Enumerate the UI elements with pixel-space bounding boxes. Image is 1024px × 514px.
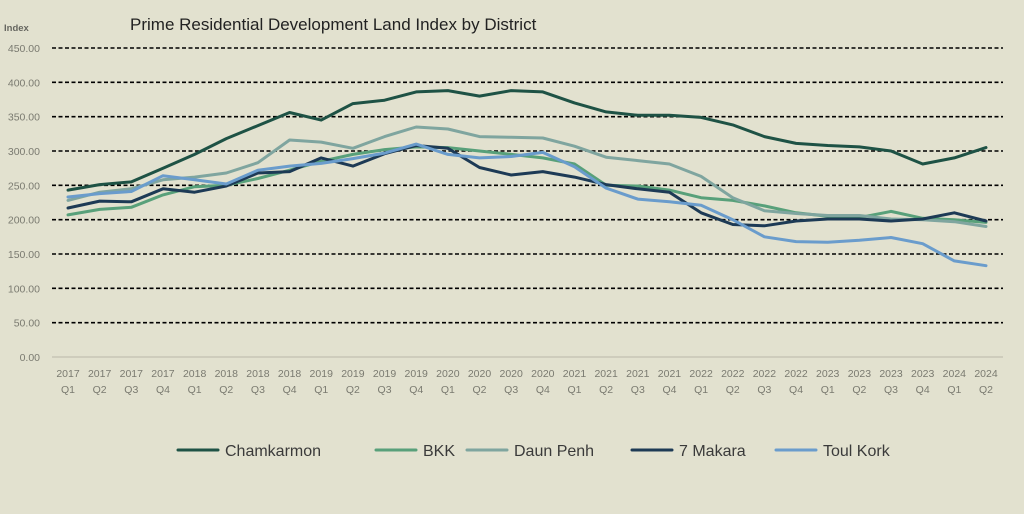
x-tick-year: 2020 <box>468 368 492 380</box>
x-tick-quarter: Q2 <box>219 384 233 396</box>
series-line-daun-penh <box>66 125 988 228</box>
x-tick-quarter: Q3 <box>251 384 265 396</box>
x-tick-year: 2022 <box>689 368 713 380</box>
x-tick-quarter: Q2 <box>346 384 360 396</box>
series-line-chamkarmon <box>66 89 988 192</box>
x-tick-quarter: Q2 <box>852 384 866 396</box>
y-tick-label: 150.00 <box>8 249 40 261</box>
x-tick-quarter: Q4 <box>156 384 170 396</box>
x-tick-quarter: Q3 <box>757 384 771 396</box>
x-tick-year: 2018 <box>215 368 239 380</box>
x-tick-year: 2020 <box>499 368 523 380</box>
x-tick-quarter: Q1 <box>188 384 202 396</box>
x-tick-quarter: Q2 <box>93 384 107 396</box>
x-tick-quarter: Q2 <box>473 384 487 396</box>
x-tick-year: 2017 <box>56 368 80 380</box>
x-axis-ticks: 2017 Q1 2017 Q2 2017 Q3 2017 Q4 2018 Q1 2018 Q2 2018… <box>56 368 998 396</box>
x-tick-year: 2019 <box>373 368 397 380</box>
x-tick-year: 2023 <box>879 368 903 380</box>
x-tick-quarter: Q1 <box>441 384 455 396</box>
legend-label-chamkarmon: Chamkarmon <box>225 443 321 460</box>
x-tick-year: 2018 <box>183 368 207 380</box>
y-tick-label: 200.00 <box>8 215 40 227</box>
series-line-7-makara <box>66 144 988 228</box>
x-tick-year: 2022 <box>721 368 745 380</box>
x-tick-year: 2018 <box>246 368 270 380</box>
x-tick-year: 2021 <box>658 368 682 380</box>
x-tick-year: 2021 <box>594 368 618 380</box>
x-tick-quarter: Q3 <box>631 384 645 396</box>
legend-label-toul-kork: Toul Kork <box>823 443 891 460</box>
x-tick-quarter: Q4 <box>916 384 930 396</box>
x-tick-quarter: Q4 <box>283 384 297 396</box>
x-tick-quarter: Q4 <box>789 384 803 396</box>
series-line-toul-kork <box>66 142 988 268</box>
x-tick-year: 2019 <box>310 368 334 380</box>
x-tick-quarter: Q2 <box>726 384 740 396</box>
x-tick-year: 2023 <box>848 368 872 380</box>
legend-label-daun-penh: Daun Penh <box>514 443 594 460</box>
x-tick-quarter: Q3 <box>884 384 898 396</box>
x-tick-year: 2022 <box>753 368 777 380</box>
x-tick-year: 2017 <box>88 368 112 380</box>
x-tick-quarter: Q1 <box>821 384 835 396</box>
x-tick-year: 2019 <box>405 368 429 380</box>
x-tick-year: 2023 <box>911 368 935 380</box>
x-tick-quarter: Q2 <box>599 384 613 396</box>
y-tick-label: 250.00 <box>8 180 40 192</box>
x-tick-quarter: Q3 <box>124 384 138 396</box>
legend-label-7-makara: 7 Makara <box>679 443 746 460</box>
y-tick-label: 0.00 <box>20 352 41 364</box>
x-tick-year: 2024 <box>974 368 998 380</box>
x-tick-year: 2020 <box>436 368 460 380</box>
y-tick-label: 100.00 <box>8 283 40 295</box>
y-tick-label: 50.00 <box>14 318 40 330</box>
y-tick-label: 400.00 <box>8 77 40 89</box>
x-tick-quarter: Q1 <box>567 384 581 396</box>
x-tick-year: 2024 <box>943 368 967 380</box>
x-tick-quarter: Q3 <box>504 384 518 396</box>
x-tick-year: 2017 <box>120 368 144 380</box>
x-tick-quarter: Q3 <box>378 384 392 396</box>
x-tick-quarter: Q2 <box>979 384 993 396</box>
plot-grid <box>52 47 1003 358</box>
y-axis-label: Index <box>4 23 30 34</box>
x-tick-year: 2019 <box>341 368 365 380</box>
x-tick-year: 2021 <box>626 368 650 380</box>
x-tick-quarter: Q4 <box>409 384 423 396</box>
x-tick-quarter: Q4 <box>536 384 550 396</box>
y-tick-label: 450.00 <box>8 43 40 55</box>
x-tick-year: 2021 <box>563 368 587 380</box>
y-axis-ticks: 0.00 50.00 100.00 150.00 200.00 250.00 300.00 3… <box>8 43 40 364</box>
x-tick-quarter: Q4 <box>662 384 676 396</box>
y-tick-label: 350.00 <box>8 112 40 124</box>
x-tick-year: 2022 <box>784 368 808 380</box>
series-lines <box>66 89 988 268</box>
chart-title: Prime Residential Development Land Index… <box>130 15 537 34</box>
x-tick-quarter: Q1 <box>314 384 328 396</box>
chart-legend: Chamkarmon BKK Daun Penh 7 Makara Toul Kork <box>176 443 891 460</box>
x-tick-quarter: Q1 <box>694 384 708 396</box>
x-tick-year: 2020 <box>531 368 555 380</box>
x-tick-year: 2023 <box>816 368 840 380</box>
y-tick-label: 300.00 <box>8 146 40 158</box>
legend-label-bkk: BKK <box>423 443 455 460</box>
x-tick-quarter: Q1 <box>61 384 75 396</box>
x-tick-quarter: Q1 <box>947 384 961 396</box>
x-tick-year: 2017 <box>151 368 175 380</box>
x-tick-year: 2018 <box>278 368 302 380</box>
